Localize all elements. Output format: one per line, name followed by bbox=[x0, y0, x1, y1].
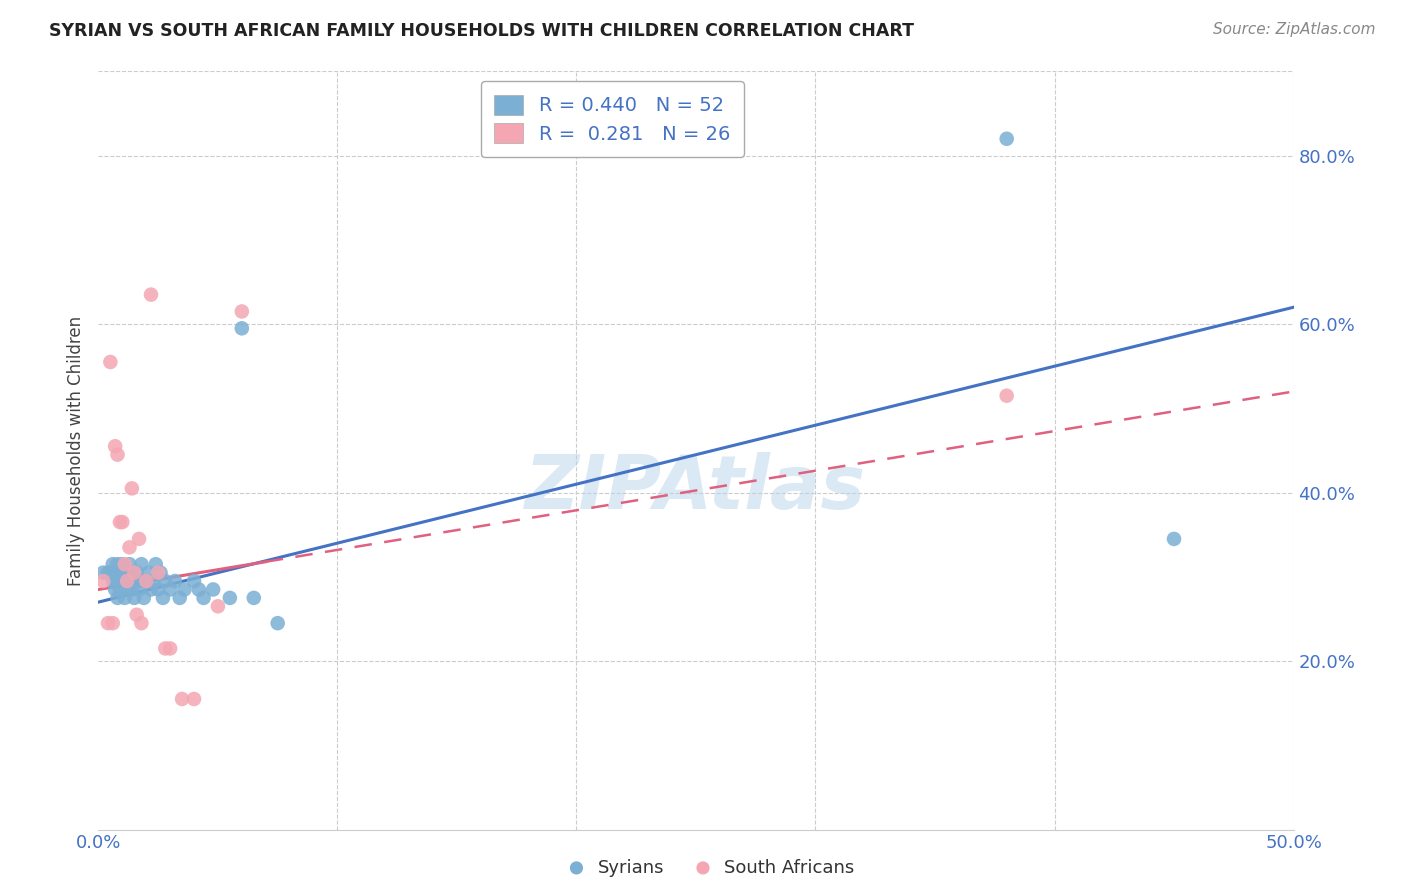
Point bbox=[101, 574, 124, 588]
Point bbox=[121, 566, 143, 580]
Point bbox=[135, 574, 157, 588]
Point bbox=[135, 574, 157, 588]
Point bbox=[118, 541, 141, 555]
Point bbox=[108, 582, 131, 597]
Point bbox=[101, 616, 124, 631]
Point bbox=[148, 566, 170, 580]
Point bbox=[173, 582, 195, 597]
Point bbox=[104, 582, 127, 597]
Point bbox=[128, 532, 150, 546]
Point bbox=[114, 591, 136, 605]
Point bbox=[98, 566, 122, 580]
Point bbox=[207, 599, 229, 614]
Point bbox=[111, 557, 134, 572]
Point bbox=[183, 574, 205, 588]
Point bbox=[118, 574, 141, 588]
Point bbox=[202, 582, 225, 597]
Point bbox=[145, 557, 167, 572]
Point bbox=[108, 566, 131, 580]
Point bbox=[104, 566, 127, 580]
Point bbox=[107, 448, 129, 462]
Point bbox=[139, 582, 162, 597]
Point bbox=[163, 574, 186, 588]
Point bbox=[115, 582, 138, 597]
Text: Source: ZipAtlas.com: Source: ZipAtlas.com bbox=[1212, 22, 1375, 37]
Point bbox=[121, 582, 143, 597]
Point bbox=[155, 641, 177, 656]
Point bbox=[124, 574, 146, 588]
Point bbox=[131, 557, 153, 572]
Point bbox=[107, 557, 129, 572]
Point bbox=[138, 566, 160, 580]
Point bbox=[124, 566, 146, 580]
Text: ZIPAtlas: ZIPAtlas bbox=[526, 452, 866, 524]
Point bbox=[128, 582, 150, 597]
Point bbox=[148, 582, 170, 597]
Point bbox=[91, 574, 114, 588]
Point bbox=[139, 287, 162, 301]
Point bbox=[125, 566, 148, 580]
Point bbox=[108, 515, 131, 529]
Point bbox=[187, 582, 209, 597]
Point bbox=[118, 557, 141, 572]
Point bbox=[159, 582, 181, 597]
Point bbox=[115, 574, 138, 588]
Point bbox=[219, 591, 242, 605]
Point bbox=[152, 591, 174, 605]
Point bbox=[995, 389, 1018, 403]
Point bbox=[98, 355, 122, 369]
Point bbox=[193, 591, 215, 605]
Point bbox=[115, 566, 138, 580]
Text: Syrians: Syrians bbox=[598, 859, 664, 877]
Point bbox=[1163, 532, 1185, 546]
Point bbox=[565, 861, 588, 875]
Point bbox=[172, 692, 194, 706]
Point bbox=[104, 439, 127, 453]
Point bbox=[155, 574, 177, 588]
Point bbox=[107, 591, 129, 605]
Point bbox=[124, 591, 146, 605]
Point bbox=[121, 482, 143, 496]
Point bbox=[267, 616, 290, 631]
Point bbox=[111, 515, 134, 529]
Point bbox=[132, 591, 155, 605]
Point bbox=[101, 557, 124, 572]
Point bbox=[91, 566, 114, 580]
Point bbox=[142, 574, 165, 588]
Point bbox=[995, 132, 1018, 146]
Legend: R = 0.440   N = 52, R =  0.281   N = 26: R = 0.440 N = 52, R = 0.281 N = 26 bbox=[481, 81, 744, 157]
Point bbox=[125, 607, 148, 622]
Point bbox=[159, 641, 181, 656]
Point bbox=[97, 616, 120, 631]
Point bbox=[131, 616, 153, 631]
Point bbox=[231, 304, 253, 318]
Point bbox=[149, 566, 172, 580]
Point bbox=[692, 861, 714, 875]
Y-axis label: Family Households with Children: Family Households with Children bbox=[66, 316, 84, 585]
Point bbox=[107, 574, 129, 588]
Point bbox=[231, 321, 253, 335]
Point bbox=[183, 692, 205, 706]
Point bbox=[243, 591, 266, 605]
Point bbox=[169, 591, 191, 605]
Point bbox=[114, 557, 136, 572]
Point bbox=[131, 574, 153, 588]
Text: SYRIAN VS SOUTH AFRICAN FAMILY HOUSEHOLDS WITH CHILDREN CORRELATION CHART: SYRIAN VS SOUTH AFRICAN FAMILY HOUSEHOLD… bbox=[49, 22, 914, 40]
Text: South Africans: South Africans bbox=[724, 859, 855, 877]
Point bbox=[111, 574, 134, 588]
Point bbox=[114, 574, 136, 588]
Point bbox=[97, 566, 120, 580]
